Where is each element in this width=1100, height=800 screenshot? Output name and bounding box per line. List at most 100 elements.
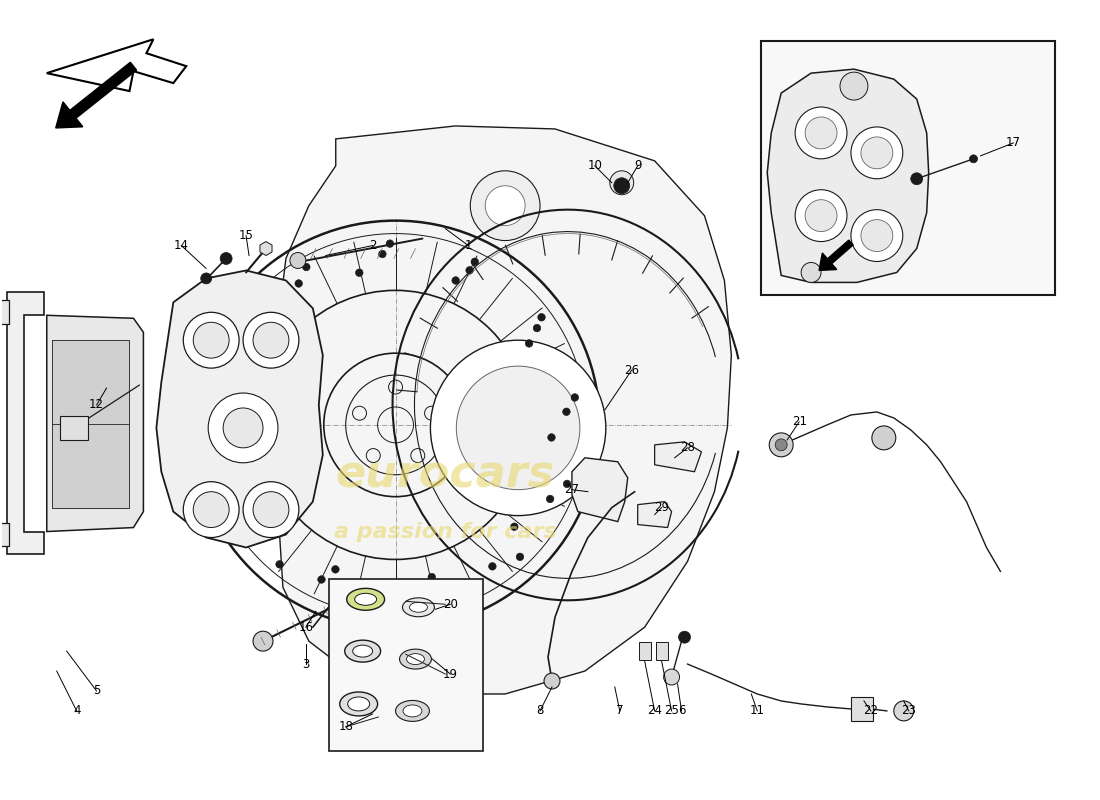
Circle shape [378,250,386,258]
Circle shape [184,312,239,368]
Circle shape [776,439,788,451]
Text: 7: 7 [616,705,624,718]
Circle shape [194,492,229,527]
Text: 29: 29 [654,501,669,514]
Text: 6: 6 [678,705,685,718]
Ellipse shape [403,705,422,717]
Circle shape [295,280,302,287]
Circle shape [562,408,570,415]
Circle shape [969,155,978,163]
Circle shape [452,277,460,284]
Circle shape [510,523,518,530]
Circle shape [679,631,691,643]
Circle shape [571,394,579,402]
Bar [851,697,873,721]
Circle shape [488,562,496,570]
Circle shape [318,576,326,583]
Circle shape [795,107,847,159]
Circle shape [563,480,571,488]
Text: 19: 19 [443,667,458,681]
Text: 16: 16 [298,621,314,634]
Polygon shape [767,69,928,282]
Ellipse shape [403,598,434,617]
Text: 1: 1 [464,239,472,252]
Circle shape [208,393,278,462]
Circle shape [548,434,556,442]
Text: 3: 3 [302,658,309,670]
Bar [656,642,668,660]
Circle shape [354,598,362,606]
Circle shape [516,553,524,561]
Circle shape [911,173,923,185]
Circle shape [805,117,837,149]
Bar [52,424,130,508]
Circle shape [872,426,895,450]
Circle shape [331,566,339,573]
Circle shape [355,269,363,277]
Polygon shape [654,442,702,472]
Text: 20: 20 [443,598,458,610]
Text: 17: 17 [1005,136,1021,150]
Circle shape [840,72,868,100]
Circle shape [544,673,560,689]
Circle shape [805,200,837,231]
Circle shape [861,137,893,169]
Bar [329,579,483,750]
Text: 21: 21 [792,415,806,429]
Ellipse shape [409,602,428,612]
Text: 10: 10 [587,159,603,172]
Text: 26: 26 [624,364,639,377]
Circle shape [471,170,540,241]
Circle shape [238,347,244,354]
Circle shape [441,596,448,603]
Circle shape [184,482,239,538]
Circle shape [471,258,478,266]
Polygon shape [156,270,322,547]
Circle shape [243,482,299,538]
Polygon shape [572,458,628,522]
Circle shape [240,322,246,330]
Ellipse shape [353,645,373,657]
Text: 2: 2 [368,239,376,252]
Circle shape [220,253,232,265]
Text: 14: 14 [174,239,189,252]
Circle shape [200,273,211,284]
Text: 11: 11 [750,705,764,718]
Circle shape [405,592,412,599]
Text: 15: 15 [239,229,253,242]
Circle shape [253,631,273,651]
Text: 5: 5 [92,685,100,698]
Circle shape [290,253,306,269]
Circle shape [465,266,473,274]
Circle shape [253,492,289,527]
Polygon shape [47,315,143,531]
FancyArrow shape [820,240,854,270]
Bar [761,42,1055,295]
Polygon shape [638,502,672,527]
Bar [0,522,9,546]
Text: 25: 25 [664,705,679,718]
Text: 4: 4 [73,705,80,718]
Text: 12: 12 [89,398,104,411]
Polygon shape [279,126,732,694]
Circle shape [223,408,263,448]
Circle shape [428,574,436,581]
Circle shape [251,518,257,526]
Ellipse shape [407,654,425,665]
Text: 27: 27 [564,483,580,496]
Text: eurocars: eurocars [336,454,556,496]
Circle shape [801,262,821,282]
Circle shape [547,495,554,502]
Circle shape [851,210,903,262]
Circle shape [386,240,394,247]
Circle shape [861,220,893,251]
Text: 9: 9 [634,159,641,172]
Ellipse shape [340,692,377,716]
Bar [52,340,130,508]
Ellipse shape [346,588,385,610]
Circle shape [795,190,847,242]
Text: 28: 28 [680,442,695,454]
Circle shape [253,322,289,358]
Bar [52,340,130,424]
Circle shape [534,324,541,332]
